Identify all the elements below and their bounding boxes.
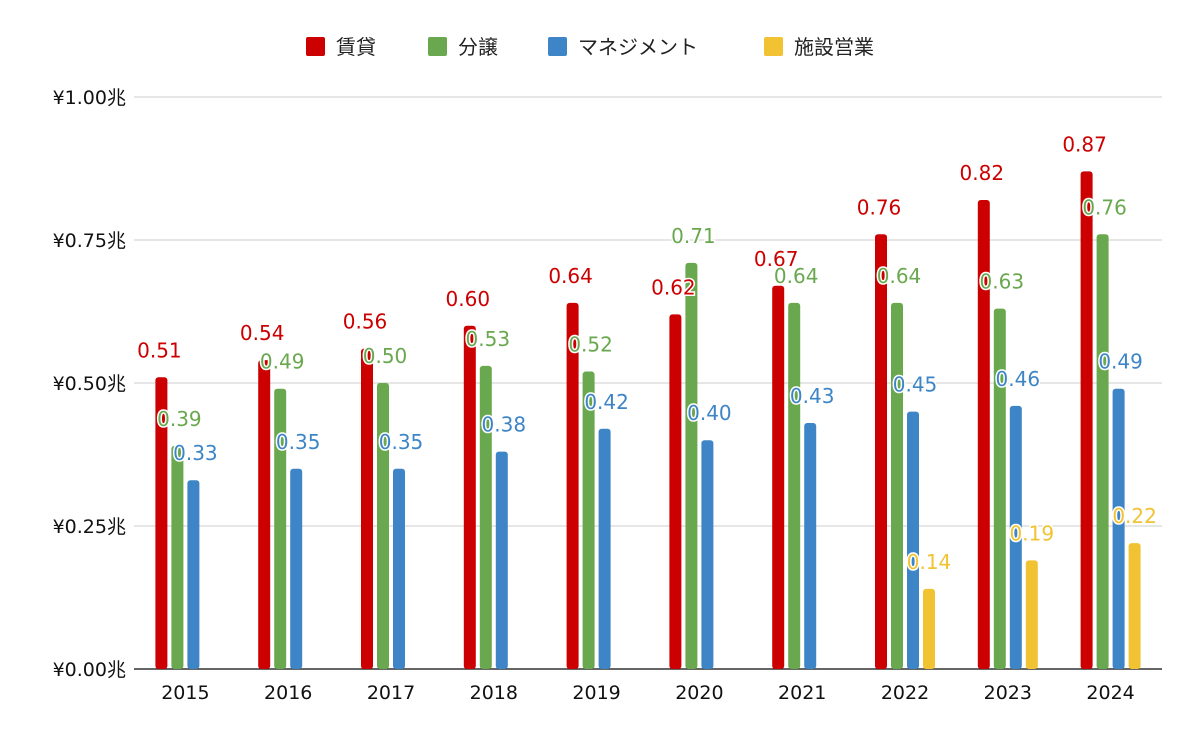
- data-label: 0.82: [960, 161, 1005, 185]
- data-label: 0.64: [877, 264, 922, 288]
- bar-2: [377, 383, 389, 669]
- data-label: 0.60: [446, 287, 491, 311]
- bar-1: [669, 314, 682, 669]
- data-label: 0.63: [980, 270, 1025, 294]
- data-label: 0.50: [363, 344, 408, 368]
- data-label: 0.54: [240, 321, 285, 345]
- x-tick-label: 2019: [572, 682, 620, 704]
- legend-label-3: マネジメント: [578, 35, 698, 59]
- data-label: 0.14: [907, 550, 952, 574]
- data-label: 0.43: [790, 384, 835, 408]
- y-axis-ticks: ¥0.00兆 ¥0.25兆 ¥0.50兆 ¥0.75兆 ¥1.00兆: [53, 87, 126, 681]
- bar-1: [772, 285, 785, 669]
- x-tick-label: 2018: [470, 682, 518, 704]
- bar-3: [907, 411, 919, 669]
- data-label: 0.49: [260, 350, 305, 374]
- bar-2: [479, 365, 492, 669]
- bar-3: [495, 451, 508, 669]
- legend: 賃貸 分譲 マネジメント 施設営業: [306, 35, 874, 59]
- bars: [155, 171, 1141, 670]
- y-tick-label: ¥0.25兆: [53, 516, 126, 538]
- gridlines: [134, 96, 1162, 670]
- data-label: 0.33: [173, 441, 218, 465]
- x-axis-ticks: 2015 2016 2017 2018 2019 2020 2021 2022 2023 2024: [161, 682, 1135, 704]
- data-label: 0.42: [584, 390, 629, 414]
- bar-2: [1096, 234, 1109, 669]
- legend-label-1: 賃貸: [336, 35, 376, 59]
- bar-1: [875, 234, 887, 669]
- bar-3: [804, 423, 817, 669]
- x-tick-label: 2022: [881, 682, 929, 704]
- bar-3: [701, 440, 714, 669]
- bar-2: [274, 388, 287, 669]
- data-label: 0.67: [754, 247, 799, 271]
- bar-2: [685, 262, 698, 669]
- bar-1: [977, 199, 990, 669]
- y-tick-label: ¥0.50兆: [53, 373, 126, 395]
- data-label: 0.39: [157, 407, 202, 431]
- bar-1: [566, 302, 579, 669]
- bar-3: [393, 468, 405, 669]
- data-label: 0.22: [1112, 504, 1157, 528]
- data-label: 0.52: [568, 333, 613, 357]
- legend-swatch-3: [548, 37, 567, 56]
- y-tick-label: ¥0.00兆: [53, 659, 126, 681]
- data-label: 0.46: [996, 367, 1041, 391]
- bar-3: [598, 428, 611, 669]
- x-tick-label: 2016: [264, 682, 312, 704]
- bar-1: [463, 325, 476, 669]
- x-tick-label: 2017: [367, 682, 415, 704]
- bar-4: [1128, 543, 1141, 669]
- data-label: 0.40: [687, 401, 732, 425]
- data-label: 0.45: [893, 373, 938, 397]
- bar-2: [171, 445, 184, 669]
- bar-4: [1025, 560, 1038, 669]
- data-label: 0.49: [1098, 350, 1143, 374]
- data-label: 0.35: [276, 430, 321, 454]
- bar-2: [993, 308, 1006, 669]
- data-label: 0.35: [379, 430, 424, 454]
- x-tick-label: 2024: [1086, 682, 1134, 704]
- bar-3: [290, 468, 303, 669]
- legend-label-4: 施設営業: [794, 35, 874, 59]
- x-tick-label: 2015: [161, 682, 209, 704]
- x-tick-label: 2020: [675, 682, 723, 704]
- bar-1: [155, 377, 168, 669]
- legend-label-2: 分譲: [458, 35, 498, 59]
- data-label: 0.76: [1082, 195, 1127, 219]
- x-tick-label: 2023: [984, 682, 1032, 704]
- bar-3: [187, 480, 200, 669]
- data-label: 0.53: [466, 327, 511, 351]
- bar-3: [1009, 405, 1022, 669]
- y-tick-label: ¥1.00兆: [53, 87, 126, 109]
- data-label: 0.64: [548, 264, 593, 288]
- data-label: 0.19: [1010, 521, 1055, 545]
- data-label: 0.76: [857, 195, 902, 219]
- bar-1: [258, 360, 271, 669]
- legend-swatch-2: [428, 37, 447, 56]
- legend-swatch-1: [306, 37, 325, 56]
- data-label: 0.71: [671, 224, 716, 248]
- data-label: 0.64: [774, 264, 819, 288]
- y-tick-label: ¥0.75兆: [53, 230, 126, 252]
- data-label: 0.62: [651, 275, 696, 299]
- bar-1: [361, 348, 373, 669]
- bar-4: [923, 588, 935, 669]
- bar-2: [788, 302, 801, 669]
- bar-3: [1112, 388, 1125, 669]
- data-label: 0.51: [137, 338, 182, 362]
- legend-swatch-4: [764, 37, 783, 56]
- data-label: 0.38: [482, 413, 527, 437]
- bar-2: [582, 371, 595, 669]
- data-label: 0.56: [343, 310, 388, 334]
- data-label: 0.87: [1062, 132, 1107, 156]
- x-tick-label: 2021: [778, 682, 826, 704]
- bar-1: [1080, 171, 1093, 670]
- data-labels: 0.51 0.39 0.33 0.54 0.49 0.35 0.56 0.50 0.35 0.60…: [136, 131, 1159, 576]
- bar-2: [891, 302, 903, 669]
